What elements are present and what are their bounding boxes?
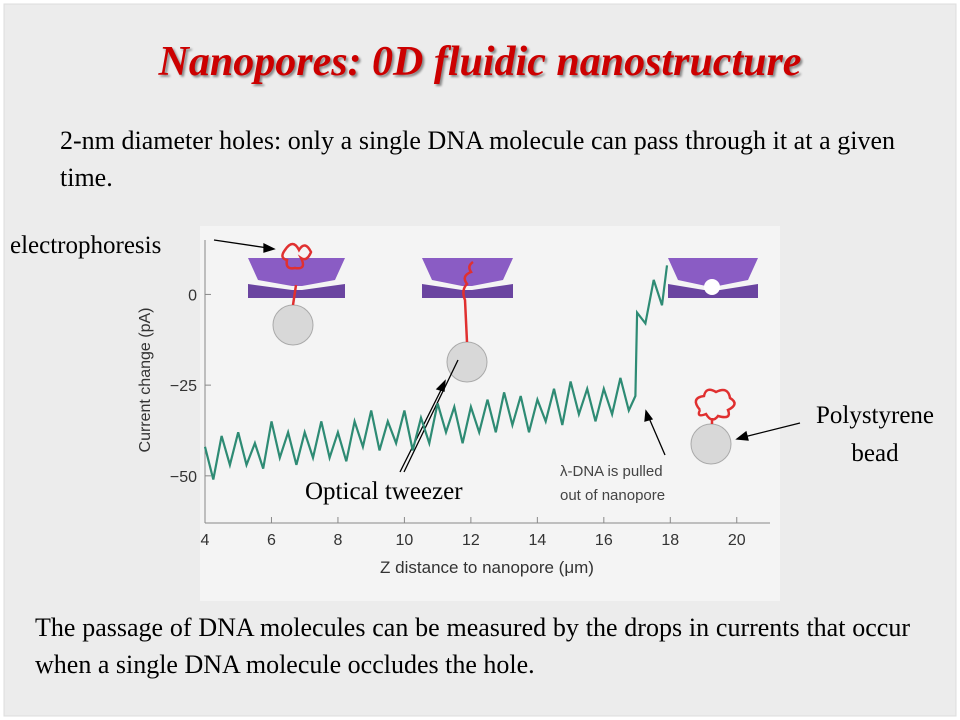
x-tick-label: 6: [267, 532, 276, 549]
x-tick-label: 16: [595, 532, 613, 549]
current-trace: [203, 265, 669, 480]
title: Nanopores: 0D fluidic nanostructure: [158, 39, 802, 85]
electrophoresis-label: electrophoresis: [10, 232, 161, 259]
annotation: out of nanopore: [560, 487, 665, 504]
intro: 2-nm diameter holes: only a single DNA m…: [60, 126, 895, 192]
x-tick-label: 18: [661, 532, 679, 549]
optical-tweezer-label: Optical tweezer: [305, 478, 463, 505]
y-axis-label: Current change (pA): [137, 308, 154, 453]
x-tick-label: 8: [333, 532, 342, 549]
y-tick-label: −50: [170, 469, 197, 486]
annotation: λ-DNA is pulled: [560, 463, 663, 480]
x-tick-label: 20: [728, 532, 746, 549]
arrows: [213, 239, 801, 473]
x-tick-label: 14: [528, 532, 546, 549]
footer: The passage of DNA molecules can be meas…: [35, 613, 910, 679]
x-axis-label: Z distance to nanopore (μm): [380, 558, 594, 577]
x-tick-label: 4: [201, 532, 210, 549]
y-tick-label: −25: [170, 378, 197, 395]
pore-diagrams: [248, 242, 758, 465]
x-tick-label: 10: [396, 532, 414, 549]
bead-label: bead: [851, 440, 899, 467]
bead-label: Polystyrene: [816, 402, 934, 429]
x-tick-label: 12: [462, 532, 480, 549]
y-tick-label: 0: [188, 287, 197, 304]
